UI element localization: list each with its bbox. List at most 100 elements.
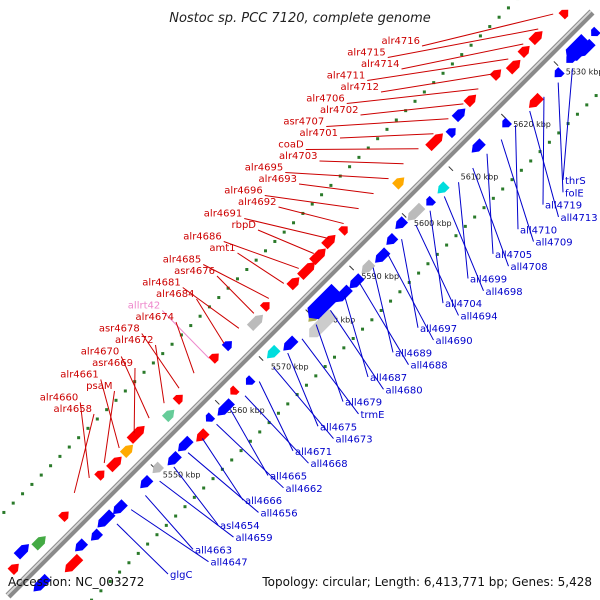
forward-label-line [257, 229, 314, 254]
forward-gene-arrow [13, 544, 30, 560]
forward-gene-arrow [106, 456, 122, 473]
forward-gene-label: allrt42 [128, 301, 160, 312]
tick-dot [366, 146, 370, 150]
tick-dot [394, 118, 398, 122]
reverse-label-line [315, 324, 344, 402]
tick-dot [370, 318, 374, 322]
forward-label-line [339, 133, 434, 139]
forward-gene-label: alr4658 [54, 404, 92, 415]
tick-dot [77, 436, 81, 440]
forward-label-line [203, 264, 270, 299]
tick-line [553, 61, 559, 67]
reverse-gene-arrow [230, 385, 240, 395]
reverse-label-line [273, 366, 334, 439]
forward-label-line [216, 275, 255, 314]
forward-gene-arrow [392, 177, 405, 190]
reverse-gene-label: all4710 [520, 225, 557, 236]
tick-dot [105, 408, 109, 412]
tick-dot [460, 53, 464, 57]
reverse-gene-arrow [309, 308, 338, 338]
reverse-gene-arrow [591, 26, 600, 37]
reverse-gene-arrow [361, 259, 376, 274]
tick-dot [295, 393, 299, 397]
forward-gene-arrow [58, 511, 69, 523]
forward-gene-arrow [558, 9, 569, 20]
tick-dot [226, 286, 230, 290]
tick-dot [118, 570, 122, 574]
forward-gene-label: alr4672 [115, 335, 153, 346]
tick-dot [478, 34, 482, 38]
tick-dot [426, 262, 430, 266]
tick-dot [594, 94, 598, 98]
tick-dot [320, 193, 324, 197]
reverse-gene-arrow [283, 335, 299, 351]
forward-gene-label: alr4681 [142, 278, 180, 289]
reverse-label-line [472, 167, 509, 267]
forward-gene-arrow [161, 409, 175, 423]
reverse-label-line [372, 267, 394, 353]
reverse-label-line [301, 338, 359, 415]
reverse-gene-label: all4659 [236, 533, 273, 544]
reverse-gene-label: all4663 [195, 545, 232, 556]
tick-dot [99, 589, 103, 593]
forward-gene-arrow [221, 341, 232, 352]
reverse-gene-arrow [64, 553, 84, 573]
forward-label-line [244, 218, 329, 240]
tick-dot [276, 411, 280, 415]
tick-dot [146, 542, 150, 546]
reverse-gene-label: all4694 [461, 311, 498, 322]
forward-gene-arrow [94, 470, 105, 481]
reverse-gene-label: all4665 [270, 472, 307, 483]
tick-dot [202, 486, 206, 490]
forward-gene-label: asr4676 [174, 266, 215, 277]
reverse-gene-arrow [266, 344, 281, 359]
tick-dot [441, 71, 445, 75]
tick-dot [192, 495, 196, 499]
tick-dot [183, 505, 187, 509]
backbone-line [5, 9, 595, 599]
reverse-label-line [500, 139, 534, 242]
tick-dot [179, 333, 183, 337]
reverse-gene-arrow [349, 273, 365, 289]
forward-label-line [387, 28, 539, 58]
tick-label: 5560 kbp [227, 406, 265, 415]
reverse-gene-label: all4688 [411, 361, 448, 372]
tick-dot [432, 81, 436, 85]
reverse-label-line [358, 281, 409, 365]
tick-dot [473, 215, 477, 219]
forward-label-line [133, 367, 136, 434]
reverse-gene-arrow [177, 435, 194, 452]
tick-dot [323, 365, 327, 369]
reverse-label-line [429, 210, 444, 304]
tick-dot [351, 336, 355, 340]
reverse-label-line [344, 295, 369, 378]
reverse-gene-label: all4704 [445, 299, 482, 310]
forward-label-line [73, 413, 95, 494]
tick-dot [575, 112, 579, 116]
tick-dot [389, 299, 393, 303]
tick-dot [506, 6, 510, 10]
tick-label: 5590 kbp [361, 272, 399, 281]
reverse-gene-label: all4662 [286, 484, 323, 495]
tick-dot [538, 150, 542, 154]
tick-dot [519, 168, 523, 172]
tick-dot [217, 296, 221, 300]
tick-dot [329, 183, 333, 187]
reverse-gene-label: all4687 [370, 373, 407, 384]
tick-line [214, 399, 220, 405]
forward-gene-label: psaM [86, 381, 112, 392]
tick-dot [332, 355, 336, 359]
tick-line [448, 166, 454, 172]
forward-gene-label: rbpD [231, 220, 256, 231]
reverse-label-line [144, 495, 194, 550]
tick-dot [245, 268, 249, 272]
forward-label-line [360, 103, 464, 116]
tick-label: 5570 kbp [271, 362, 309, 371]
forward-label-line [298, 183, 374, 195]
tick-dot [342, 346, 346, 350]
forward-label-line [326, 118, 449, 127]
tick-dot [174, 514, 178, 518]
tick-dot [282, 230, 286, 234]
